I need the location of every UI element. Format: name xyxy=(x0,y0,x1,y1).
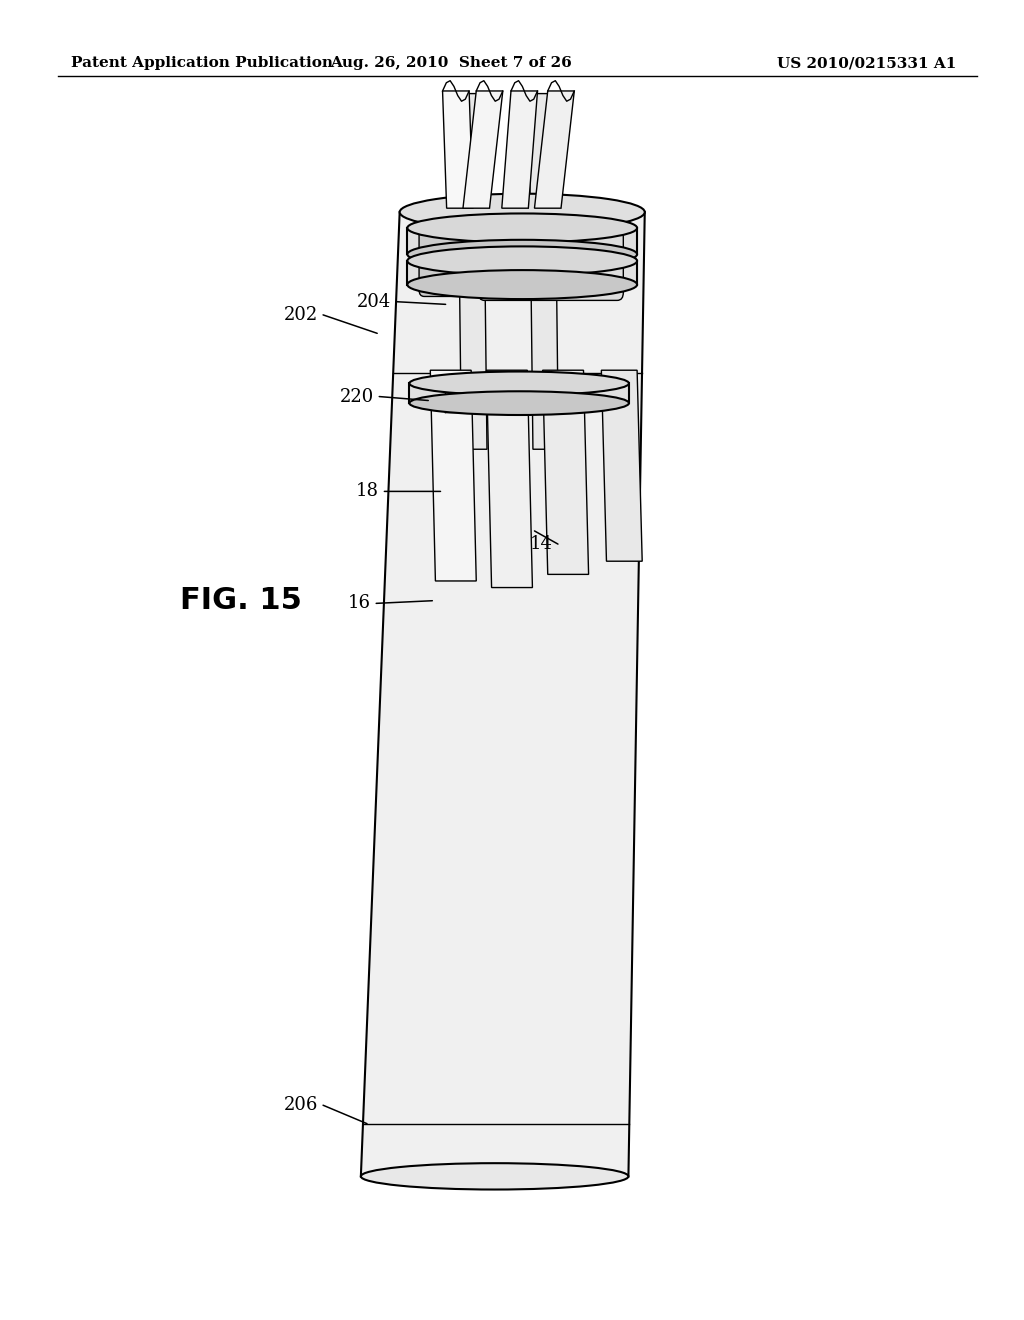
Text: 202: 202 xyxy=(284,306,318,323)
Text: 204: 204 xyxy=(357,293,391,310)
Polygon shape xyxy=(442,91,473,209)
Polygon shape xyxy=(528,94,558,449)
Polygon shape xyxy=(499,379,529,412)
FancyBboxPatch shape xyxy=(419,228,478,297)
Polygon shape xyxy=(543,370,589,574)
Polygon shape xyxy=(360,213,645,1176)
Text: US 2010/0215331 A1: US 2010/0215331 A1 xyxy=(777,57,956,70)
Polygon shape xyxy=(458,94,487,449)
Ellipse shape xyxy=(408,214,637,243)
Ellipse shape xyxy=(408,247,637,276)
Text: FIG. 15: FIG. 15 xyxy=(180,586,302,615)
Polygon shape xyxy=(601,370,642,561)
Polygon shape xyxy=(463,91,503,209)
Ellipse shape xyxy=(408,240,637,269)
Polygon shape xyxy=(444,379,475,412)
Ellipse shape xyxy=(399,194,645,231)
Ellipse shape xyxy=(410,371,629,395)
Text: 14: 14 xyxy=(530,535,553,553)
Text: Aug. 26, 2010  Sheet 7 of 26: Aug. 26, 2010 Sheet 7 of 26 xyxy=(330,57,571,70)
FancyBboxPatch shape xyxy=(478,230,624,301)
Text: 220: 220 xyxy=(340,388,374,405)
Ellipse shape xyxy=(410,391,629,414)
Polygon shape xyxy=(430,370,476,581)
Text: 16: 16 xyxy=(348,594,371,612)
Polygon shape xyxy=(408,261,637,285)
Text: Patent Application Publication: Patent Application Publication xyxy=(71,57,333,70)
Text: 18: 18 xyxy=(356,482,379,500)
Polygon shape xyxy=(410,383,629,403)
Polygon shape xyxy=(535,91,574,209)
Polygon shape xyxy=(554,379,583,412)
Polygon shape xyxy=(486,370,532,587)
Polygon shape xyxy=(502,91,538,209)
Ellipse shape xyxy=(408,271,637,300)
Ellipse shape xyxy=(360,1163,629,1189)
Text: 206: 206 xyxy=(284,1096,318,1114)
Polygon shape xyxy=(408,228,637,255)
